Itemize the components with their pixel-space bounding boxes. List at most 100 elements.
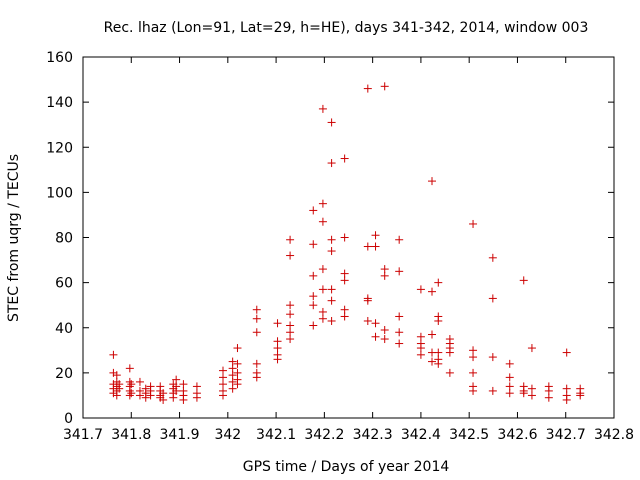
data-point — [309, 292, 318, 301]
data-point — [416, 332, 425, 341]
data-point — [127, 380, 136, 389]
data-point — [286, 301, 295, 310]
data-point — [125, 364, 134, 373]
data-point — [125, 391, 134, 400]
data-point — [371, 242, 380, 251]
data-point — [469, 353, 478, 362]
data-point — [309, 240, 318, 249]
data-point — [109, 368, 118, 377]
data-point — [434, 278, 443, 287]
data-point — [273, 344, 282, 353]
data-point — [395, 267, 404, 276]
data-point — [363, 316, 372, 325]
data-point — [112, 391, 121, 400]
data-point — [527, 384, 536, 393]
chart-title: Rec. lhaz (Lon=91, Lat=29, h=HE), days 3… — [104, 20, 589, 36]
data-point — [233, 344, 242, 353]
x-tick-label: 342.4 — [401, 427, 441, 443]
y-tick-label: 160 — [46, 50, 73, 66]
data-point — [309, 321, 318, 330]
data-point — [340, 312, 349, 321]
x-tick-label: 341.7 — [63, 427, 103, 443]
data-point — [416, 285, 425, 294]
data-point — [318, 104, 327, 113]
data-point — [286, 235, 295, 244]
data-point — [179, 380, 188, 389]
data-point — [395, 235, 404, 244]
data-point — [363, 84, 372, 93]
x-axis-ticks: 341.7 341.8 341.9 342 342.1 342.2 342.3 342.4 34… — [63, 57, 634, 443]
data-point — [286, 251, 295, 260]
data-point — [286, 328, 295, 337]
data-point — [505, 382, 514, 391]
data-point — [428, 287, 437, 296]
data-point — [527, 344, 536, 353]
data-points — [109, 82, 585, 404]
data-point — [445, 348, 454, 357]
x-tick-label: 342.8 — [594, 427, 634, 443]
x-tick-label: 342.6 — [497, 427, 537, 443]
data-point — [109, 389, 118, 398]
data-point — [395, 328, 404, 337]
data-point — [562, 395, 571, 404]
data-point — [159, 389, 168, 398]
data-point — [434, 359, 443, 368]
data-point — [252, 359, 261, 368]
x-tick-label: 342.1 — [256, 427, 296, 443]
data-point — [380, 82, 389, 91]
y-tick-label: 140 — [46, 95, 73, 111]
data-point — [527, 391, 536, 400]
data-point — [371, 231, 380, 240]
data-point — [544, 386, 553, 395]
data-point — [327, 235, 336, 244]
y-axis-label: STEC from uqrg / TECUs — [6, 154, 22, 322]
data-point — [340, 276, 349, 285]
y-tick-label: 40 — [55, 321, 73, 337]
data-point — [340, 305, 349, 314]
x-tick-label: 341.9 — [159, 427, 199, 443]
x-tick-label: 341.8 — [111, 427, 151, 443]
y-tick-label: 0 — [64, 411, 73, 427]
y-tick-label: 100 — [46, 185, 73, 201]
data-point — [159, 395, 168, 404]
y-tick-label: 120 — [46, 140, 73, 156]
data-point — [562, 384, 571, 393]
data-point — [576, 391, 585, 400]
data-point — [469, 346, 478, 355]
data-point — [469, 368, 478, 377]
data-point — [309, 206, 318, 215]
data-point — [252, 373, 261, 382]
data-point — [286, 321, 295, 330]
data-point — [127, 389, 136, 398]
data-point — [286, 335, 295, 344]
data-point — [505, 389, 514, 398]
data-point — [218, 380, 227, 389]
data-point — [286, 310, 295, 319]
data-point — [318, 314, 327, 323]
data-point — [179, 395, 188, 404]
data-point — [380, 265, 389, 274]
data-point — [233, 368, 242, 377]
data-point — [416, 350, 425, 359]
data-point — [416, 344, 425, 353]
data-point — [434, 316, 443, 325]
x-axis-label: GPS time / Days of year 2014 — [243, 459, 450, 475]
data-point — [228, 371, 237, 380]
data-point — [505, 359, 514, 368]
data-point — [544, 393, 553, 402]
data-point — [380, 335, 389, 344]
data-point — [327, 296, 336, 305]
data-point — [519, 389, 528, 398]
data-point — [469, 219, 478, 228]
data-point — [233, 359, 242, 368]
data-point — [273, 355, 282, 364]
data-point — [318, 199, 327, 208]
data-point — [141, 393, 150, 402]
data-point — [109, 350, 118, 359]
data-point — [252, 328, 261, 337]
data-point — [228, 384, 237, 393]
data-point — [469, 386, 478, 395]
data-point — [380, 271, 389, 280]
data-point — [488, 294, 497, 303]
